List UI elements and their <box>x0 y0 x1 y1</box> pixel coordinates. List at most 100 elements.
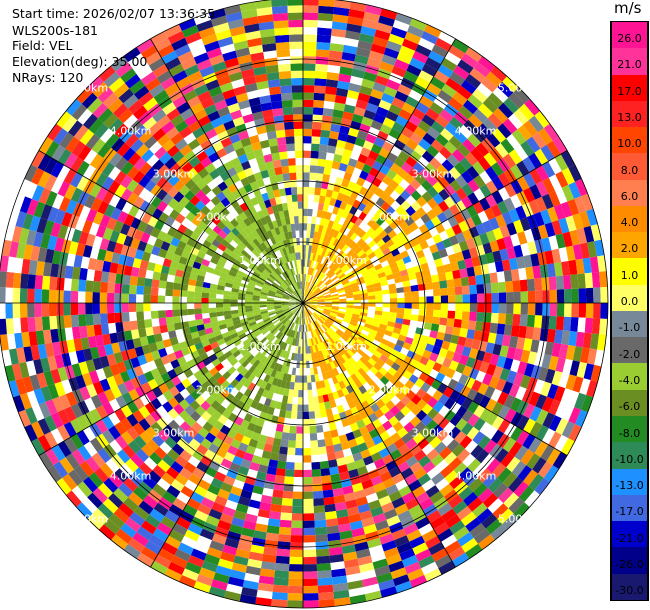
velocity-gate <box>328 422 337 431</box>
velocity-gate <box>269 335 276 343</box>
velocity-gate <box>479 421 492 436</box>
velocity-gate <box>364 361 374 370</box>
velocity-gate <box>303 469 313 478</box>
velocity-gate <box>443 386 454 398</box>
velocity-gate <box>269 422 278 431</box>
velocity-gate <box>269 399 277 409</box>
velocity-gate <box>408 89 423 102</box>
velocity-gate <box>334 281 342 287</box>
velocity-gate <box>482 118 498 133</box>
velocity-gate <box>123 114 138 129</box>
velocity-gate <box>317 395 325 404</box>
velocity-gate <box>204 490 218 502</box>
velocity-gate <box>128 472 143 487</box>
velocity-gate <box>57 425 71 441</box>
velocity-gate <box>211 502 225 514</box>
velocity-gate <box>275 267 282 275</box>
velocity-gate <box>229 357 239 367</box>
velocity-gate <box>265 321 273 327</box>
velocity-gate <box>229 346 239 355</box>
velocity-gate <box>366 313 375 319</box>
velocity-gate <box>263 223 271 232</box>
velocity-gate <box>77 108 93 125</box>
velocity-gate <box>430 323 440 332</box>
velocity-gate <box>327 64 341 74</box>
velocity-gate <box>134 208 146 221</box>
velocity-gate <box>335 317 343 323</box>
velocity-gate <box>253 312 261 317</box>
velocity-gate <box>281 317 288 324</box>
velocity-gate <box>579 378 591 395</box>
velocity-gate <box>412 161 425 174</box>
velocity-gate <box>248 158 259 168</box>
velocity-gate <box>172 523 188 536</box>
velocity-gate <box>342 485 354 495</box>
velocity-gate <box>363 486 376 497</box>
velocity-gate <box>499 224 511 238</box>
velocity-gate <box>146 439 160 452</box>
velocity-gate <box>313 246 318 254</box>
velocity-gate <box>165 281 174 290</box>
velocity-gate <box>377 327 386 335</box>
velocity-gate <box>47 123 63 141</box>
velocity-gate <box>143 311 152 320</box>
velocity-gate <box>339 233 347 243</box>
velocity-gate <box>285 336 290 344</box>
velocity-gate <box>197 329 207 337</box>
velocity-gate <box>203 225 213 235</box>
velocity-gate <box>242 16 259 26</box>
velocity-gate <box>535 196 548 212</box>
velocity-gate <box>195 385 206 396</box>
velocity-gate <box>217 36 234 48</box>
velocity-gate <box>358 562 375 573</box>
velocity-gate <box>321 122 332 131</box>
velocity-gate <box>33 388 46 405</box>
velocity-gate <box>344 409 354 419</box>
velocity-gate <box>245 305 253 310</box>
velocity-gate <box>380 260 390 268</box>
velocity-gate <box>341 244 349 253</box>
velocity-gate <box>207 415 218 427</box>
velocity-gate <box>87 492 103 509</box>
velocity-gate <box>126 426 140 441</box>
velocity-gate <box>167 396 179 409</box>
velocity-gate <box>399 178 410 190</box>
velocity-gate <box>400 250 410 259</box>
velocity-gate <box>438 394 450 406</box>
velocity-gate <box>400 189 411 201</box>
velocity-gate <box>369 231 379 240</box>
velocity-gate <box>294 308 299 316</box>
velocity-gate <box>528 152 542 169</box>
velocity-gate <box>291 330 296 339</box>
velocity-gate <box>417 473 432 486</box>
velocity-gate <box>325 211 333 221</box>
velocity-gate <box>227 342 236 351</box>
velocity-gate <box>449 401 462 414</box>
velocity-gate <box>144 243 154 254</box>
velocity-gate <box>97 391 109 406</box>
velocity-gate <box>460 511 477 527</box>
velocity-gate <box>379 430 390 442</box>
velocity-gate <box>166 485 181 498</box>
velocity-gate <box>0 303 6 319</box>
velocity-gate <box>330 168 339 177</box>
velocity-gate <box>256 266 264 274</box>
velocity-gate <box>382 158 394 169</box>
velocity-gate <box>516 175 530 191</box>
velocity-gate <box>267 293 275 297</box>
velocity-gate <box>363 259 373 267</box>
velocity-gate <box>405 138 419 151</box>
velocity-gate <box>303 303 309 309</box>
velocity-gate <box>294 290 299 298</box>
velocity-gate <box>260 289 269 294</box>
velocity-gate <box>204 327 214 335</box>
velocity-gate <box>344 268 352 276</box>
velocity-gate <box>123 477 138 492</box>
velocity-gate <box>205 362 215 372</box>
velocity-gate <box>143 294 151 303</box>
velocity-gate <box>37 154 52 172</box>
velocity-gate <box>296 316 300 324</box>
velocity-gate <box>389 261 398 270</box>
velocity-gate <box>238 332 247 340</box>
velocity-gate <box>221 267 230 275</box>
